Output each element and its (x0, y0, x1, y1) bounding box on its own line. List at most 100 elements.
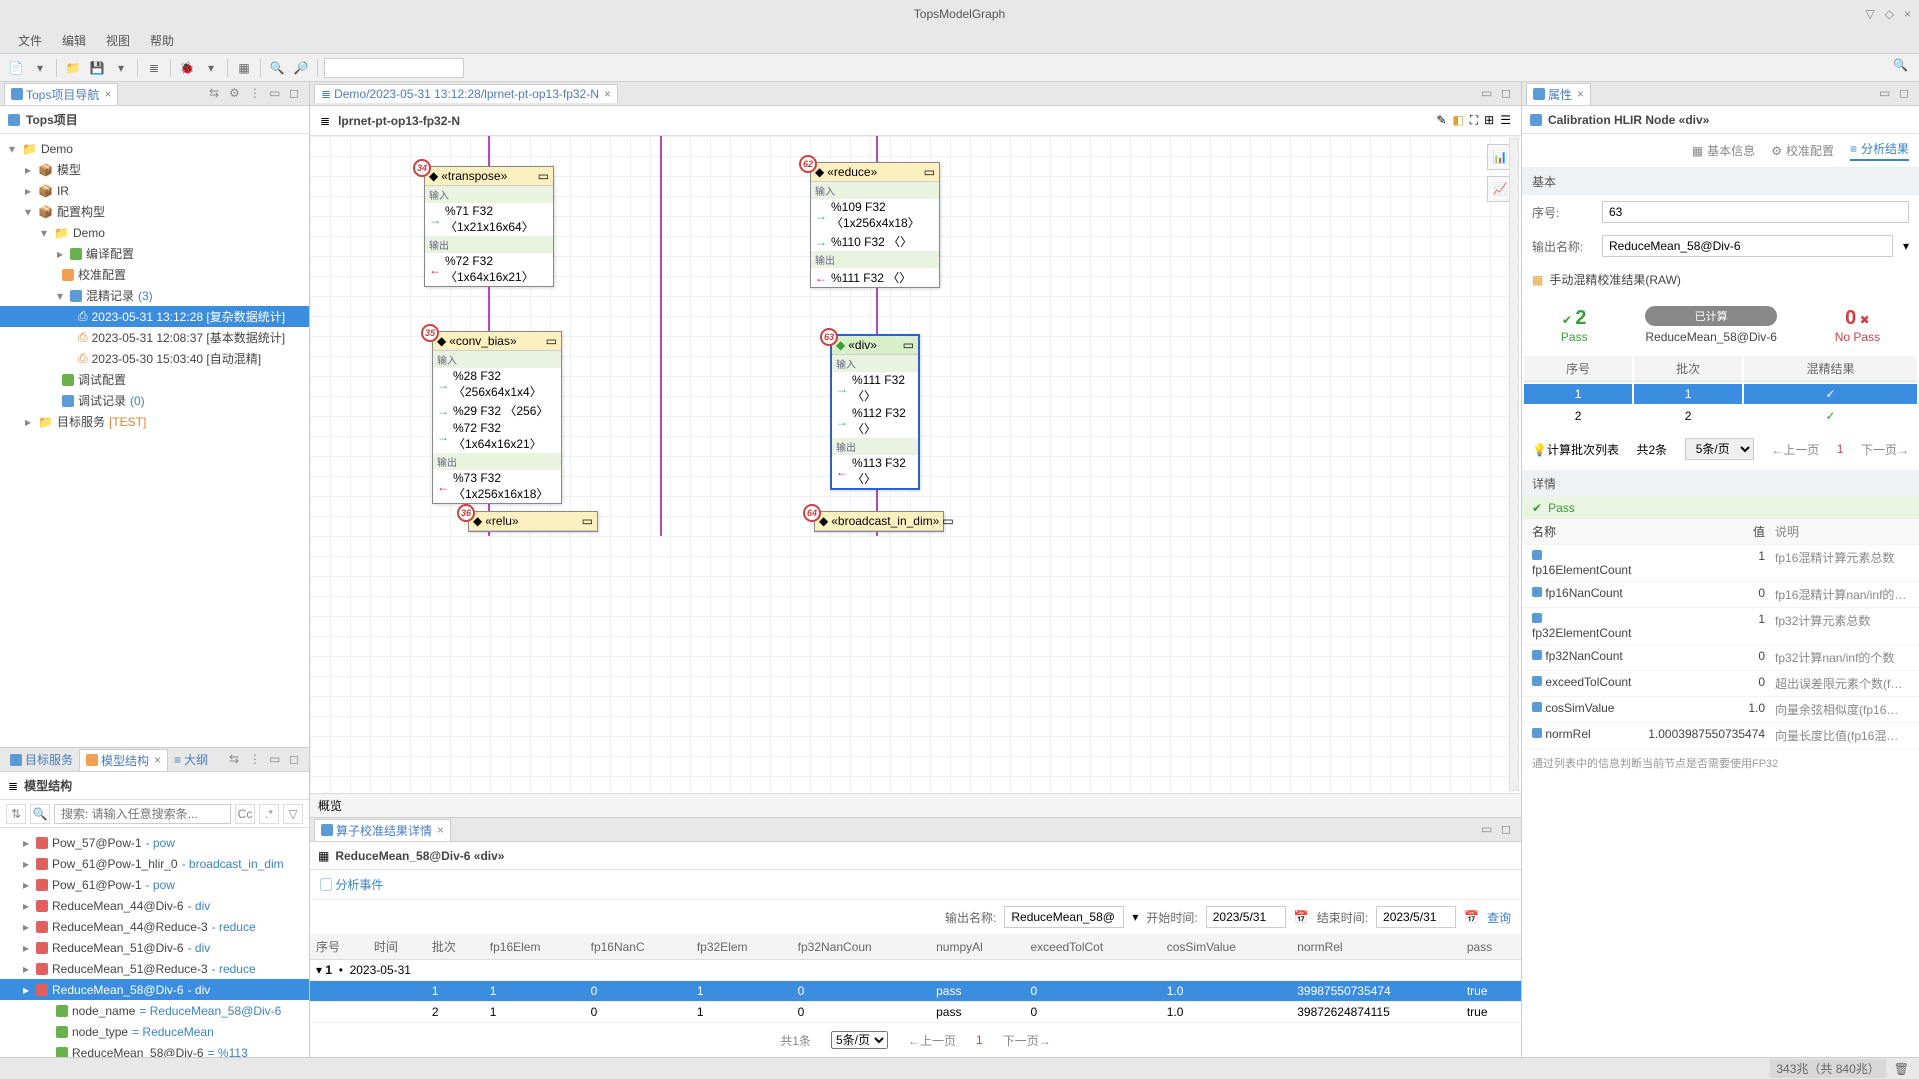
struct-row[interactable]: ReduceMean_58@Div-6 = %113 (0, 1042, 309, 1057)
edit-icon[interactable]: ✎ (1436, 113, 1446, 128)
max-icon[interactable]: ◻ (1501, 86, 1517, 102)
more-icon[interactable]: ⋮ (249, 86, 265, 102)
tab-outline[interactable]: ≡大纲 (168, 749, 214, 770)
menu-view[interactable]: 视图 (98, 30, 138, 51)
min-icon[interactable]: ▭ (1879, 86, 1895, 102)
batch-prev[interactable]: ←上一页 (1771, 441, 1819, 458)
filter-icon[interactable]: ▽ (283, 804, 303, 824)
prev-page[interactable]: ←上一页 (908, 1032, 956, 1049)
regex-toggle[interactable]: .* (259, 804, 279, 824)
calendar-icon[interactable]: 📅 (1464, 910, 1479, 924)
search-input[interactable] (54, 804, 231, 824)
tree-debug-rec[interactable]: 调试记录 (0) (0, 390, 309, 411)
open-down-icon[interactable]: ▾ (30, 58, 50, 78)
tab-op-result[interactable]: 算子校准结果详情× (314, 819, 451, 841)
new-icon[interactable]: 📄 (6, 58, 26, 78)
node-div[interactable]: 63 ◆«div»▭ 输入 →%111 F32 〈〉 →%112 F32 〈〉 … (830, 334, 920, 490)
tree-debug-cfg[interactable]: 调试配置 (0, 369, 309, 390)
menu-edit[interactable]: 编辑 (54, 30, 94, 51)
collapse-icon[interactable]: ⇆ (209, 86, 225, 102)
min-icon[interactable]: ▭ (1481, 86, 1497, 102)
grid-icon[interactable]: ▦ (234, 58, 254, 78)
struct-row[interactable]: ▸ReduceMean_44@Div-6 - div (0, 895, 309, 916)
bug-icon[interactable]: 🐞 (177, 58, 197, 78)
analysis-events-link[interactable]: ▢ 分析事件 (310, 870, 1521, 900)
tree-compile[interactable]: ▸编译配置 (0, 243, 309, 264)
list-icon[interactable]: ☰ (1500, 113, 1511, 128)
table-row[interactable]: 11✓ (1524, 384, 1917, 404)
struct-row[interactable]: ▸ReduceMean_58@Div-6 - div (0, 979, 309, 1000)
min-icon[interactable]: ▭ (269, 86, 285, 102)
close-icon[interactable]: × (1904, 7, 1911, 21)
zoom-out-icon[interactable]: 🔎 (291, 58, 311, 78)
calendar-icon[interactable]: 📅 (1294, 910, 1309, 924)
tab-properties[interactable]: 属性× (1526, 83, 1591, 105)
struct-row[interactable]: ▸Pow_61@Pow-1 - pow (0, 874, 309, 895)
struct-row[interactable]: ▸ReduceMean_44@Reduce-3 - reduce (0, 916, 309, 937)
tree-rec2[interactable]: ⎙2023-05-31 12:08:37 [基本数据统计] (0, 327, 309, 348)
start-date-input[interactable] (1206, 906, 1286, 928)
subtab-analysis[interactable]: ≡分析结果 (1850, 140, 1909, 161)
min-icon[interactable]: ▭ (269, 752, 285, 768)
table-row[interactable]: 21010pass01.039872624874115true (310, 1002, 1521, 1023)
struct-row[interactable]: node_type = ReduceMean (0, 1021, 309, 1042)
node-broadcast[interactable]: 64 ◆«broadcast_in_dim»▭ (814, 511, 944, 532)
end-date-input[interactable] (1376, 906, 1456, 928)
min-icon[interactable]: ▭ (1481, 822, 1497, 838)
folder-icon[interactable]: 📁 (63, 58, 83, 78)
tab-model-struct[interactable]: 模型结构× (79, 749, 168, 771)
tree-rec1[interactable]: ⎙2023-05-31 13:12:28 [复杂数据统计] (0, 306, 309, 327)
search-glass-icon[interactable]: 🔍 (30, 804, 50, 824)
tree-demo[interactable]: ▾📁Demo (0, 138, 309, 159)
save-down-icon[interactable]: ▾ (111, 58, 131, 78)
node-reduce[interactable]: 62 ◆«reduce»▭ 输入 →%109 F32 〈1x256x4x18〉 … (810, 162, 940, 288)
link-icon[interactable]: ⚙ (229, 86, 245, 102)
close-icon[interactable]: × (154, 753, 161, 767)
close-icon[interactable]: × (437, 823, 444, 837)
subtab-basic[interactable]: ▦基本信息 (1692, 140, 1755, 161)
expand-icon[interactable]: ⛶ (1470, 113, 1478, 128)
struct-row[interactable]: ▸ReduceMean_51@Div-6 - div (0, 937, 309, 958)
table-row[interactable]: 22✓ (1524, 406, 1917, 426)
query-button[interactable]: 查询 (1487, 909, 1511, 926)
tab-project-nav[interactable]: Tops项目导航 × (4, 83, 118, 105)
zoom-in-icon[interactable]: 🔍 (267, 58, 287, 78)
save-icon[interactable]: 💾 (87, 58, 107, 78)
toolbar-combo[interactable] (324, 58, 464, 78)
case-toggle[interactable]: Cc (235, 804, 255, 824)
struct-row[interactable]: node_name = ReduceMean_58@Div-6 (0, 1000, 309, 1021)
max-icon[interactable]: ◻ (1501, 822, 1517, 838)
layout-icon[interactable]: ⊞ (1484, 113, 1494, 128)
sync-icon[interactable]: ⇆ (229, 752, 245, 768)
page-size-select[interactable]: 5条/页 (831, 1031, 888, 1049)
output-input[interactable] (1602, 235, 1893, 257)
seq-input[interactable] (1602, 201, 1909, 223)
batch-next[interactable]: 下一页→ (1861, 441, 1909, 458)
subtab-calib[interactable]: ⚙校准配置 (1771, 140, 1834, 161)
next-page[interactable]: 下一页→ (1003, 1032, 1051, 1049)
bug-down-icon[interactable]: ▾ (201, 58, 221, 78)
struct-row[interactable]: ▸Pow_57@Pow-1 - pow (0, 832, 309, 853)
tree-calib[interactable]: 校准配置 (0, 264, 309, 285)
output-name-select[interactable] (1004, 906, 1124, 928)
tab-target-service[interactable]: 目标服务 (4, 749, 79, 770)
highlight-icon[interactable]: ◧ (1452, 113, 1463, 128)
tree-target[interactable]: ▸📁目标服务 [TEST] (0, 411, 309, 432)
close-icon[interactable]: × (604, 87, 611, 101)
close-icon[interactable]: × (104, 87, 111, 101)
search-icon[interactable]: 🔍 (1893, 58, 1913, 78)
maximize-icon[interactable]: ◇ (1885, 7, 1894, 21)
tree-config[interactable]: ▾📦配置构型 (0, 201, 309, 222)
node-conv-bias[interactable]: 35 ◆«conv_bias»▭ 输入 →%28 F32 〈256x64x1x4… (432, 331, 562, 504)
tree-ir[interactable]: ▸📦IR (0, 180, 309, 201)
struct-row[interactable]: ▸Pow_61@Pow-1_hlir_0 - broadcast_in_dim (0, 853, 309, 874)
menu-file[interactable]: 文件 (10, 30, 50, 51)
tree-rec3[interactable]: ⎙2023-05-30 15:03:40 [自动混精] (0, 348, 309, 369)
close-icon[interactable]: × (1577, 87, 1584, 101)
sort-icon[interactable]: ⇅ (6, 804, 26, 824)
trash-icon[interactable]: 🗑 (1894, 1062, 1909, 1076)
tree-icon[interactable]: ≣ (144, 58, 164, 78)
max-icon[interactable]: ◻ (1899, 86, 1915, 102)
max-icon[interactable]: ◻ (289, 86, 305, 102)
table-row[interactable]: 11010pass01.039987550735474true (310, 981, 1521, 1002)
